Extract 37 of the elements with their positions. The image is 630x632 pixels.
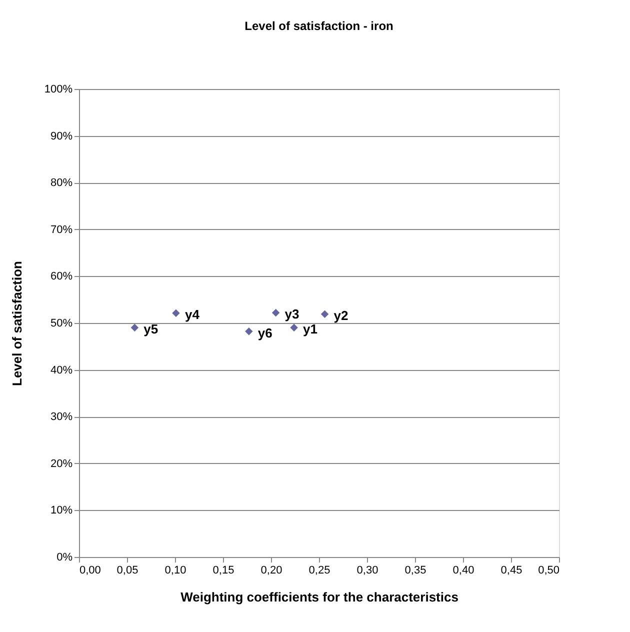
point xyxy=(245,328,253,336)
annotation: y5 xyxy=(144,322,158,337)
y-tick-label: 60% xyxy=(50,270,73,283)
x-tick-label: 0,30 xyxy=(356,564,378,576)
annotation: y2 xyxy=(334,308,348,324)
x-axis-title: Weighting coefficients for the characteristics xyxy=(180,590,458,604)
y-tick-label: 70% xyxy=(50,224,73,236)
x-tick-label: 0,00 xyxy=(80,564,101,576)
x-tick-label: 0,15 xyxy=(212,564,234,576)
y-tick-label: 80% xyxy=(50,177,73,190)
annotation: y3 xyxy=(284,306,300,322)
x-tick-label: 0,45 xyxy=(500,564,522,576)
x-tick-label: 0,40 xyxy=(452,564,474,576)
x-tick-label: 0,25 xyxy=(308,564,330,576)
y-tick-label: 20% xyxy=(50,458,73,470)
annotation: y1 xyxy=(303,322,318,337)
point xyxy=(320,310,329,318)
point xyxy=(130,324,139,332)
point xyxy=(290,324,298,332)
y-tick-label: 0% xyxy=(56,552,73,564)
y-axis-title: Level of satisfaction xyxy=(9,260,24,386)
x-tick-label: 0,50 xyxy=(538,564,560,576)
x-tick-label: 0,05 xyxy=(116,564,138,576)
x-tick-label: 0,35 xyxy=(404,564,426,576)
y-tick-label: 50% xyxy=(50,318,73,330)
annotation: y4 xyxy=(184,307,200,322)
point xyxy=(172,309,180,318)
x-tick-label: 0,20 xyxy=(260,564,282,576)
y-tick-label: 10% xyxy=(50,504,73,517)
y-tick-label: 30% xyxy=(50,411,73,424)
chart-title: Level of satisfaction - iron xyxy=(244,19,394,33)
annotation: y6 xyxy=(258,325,272,340)
y-tick-label: 40% xyxy=(50,364,73,376)
point xyxy=(272,308,280,317)
y-tick-label: 100% xyxy=(44,84,73,96)
x-tick-label: 0,10 xyxy=(164,564,186,576)
y-tick-label: 90% xyxy=(50,130,73,142)
